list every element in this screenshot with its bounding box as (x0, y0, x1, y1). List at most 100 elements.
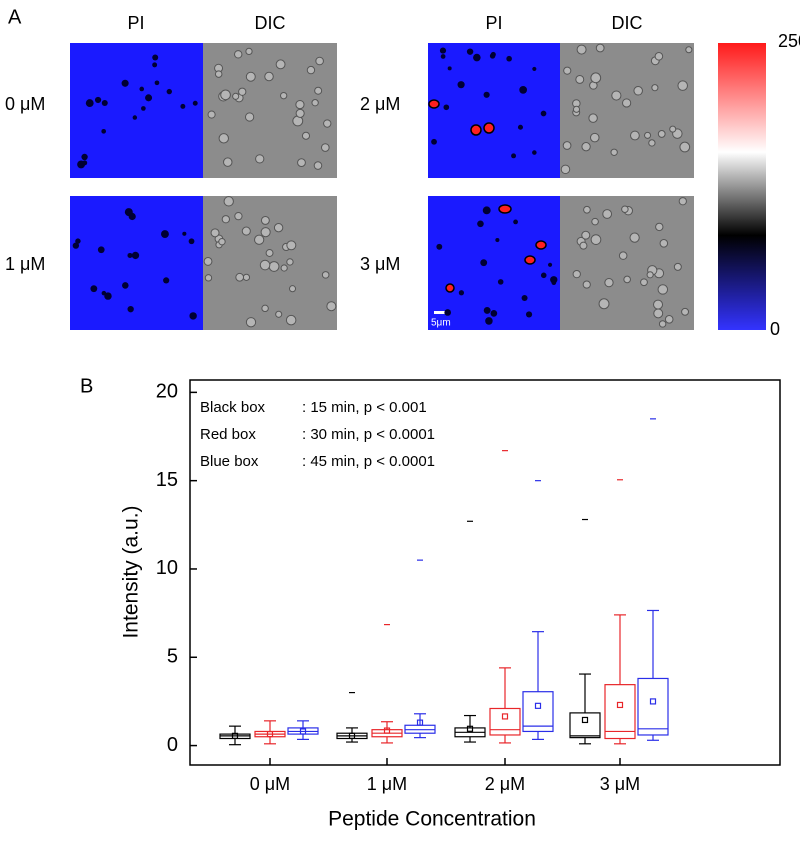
row-label: 0 μM (5, 94, 45, 114)
cell (436, 243, 443, 250)
cell (633, 86, 643, 96)
cell (618, 251, 628, 260)
mean (266, 730, 274, 738)
column-header: DIC (612, 13, 643, 33)
mean (348, 732, 356, 739)
cell (180, 103, 186, 109)
cell (673, 262, 682, 271)
cell (483, 306, 491, 314)
cell (321, 271, 330, 279)
cell (581, 230, 591, 240)
mean (581, 716, 589, 724)
legend-note: : 15 min, p < 0.001 (302, 399, 427, 416)
cell (313, 161, 323, 170)
cell (122, 282, 129, 289)
cell (444, 309, 451, 316)
x-tick-label: 1 μM (367, 774, 407, 794)
cell (234, 211, 243, 221)
cell (245, 47, 253, 56)
cell (285, 314, 297, 326)
cell (473, 53, 481, 62)
cell (204, 274, 213, 282)
x-tick-label: 0 μM (250, 774, 290, 794)
cell (547, 262, 553, 267)
cell (210, 228, 220, 238)
cell (242, 273, 251, 281)
cell (622, 98, 632, 108)
cell (589, 132, 600, 143)
cell (235, 272, 245, 282)
cell (260, 227, 271, 238)
cell (532, 150, 537, 155)
cell (121, 79, 129, 87)
cell (323, 119, 332, 128)
plot-frame (189, 379, 781, 766)
cell (590, 234, 602, 245)
cell (621, 205, 629, 213)
cell (275, 310, 283, 318)
cell (588, 113, 598, 123)
cell (579, 241, 588, 250)
cell (220, 89, 231, 101)
stained-cells (428, 99, 547, 293)
cell (182, 231, 187, 236)
cell (218, 237, 226, 246)
scale-bar (434, 311, 446, 314)
box (637, 677, 669, 736)
cell (604, 277, 614, 288)
cell (131, 251, 140, 260)
cell (132, 115, 138, 120)
cell (654, 51, 664, 61)
cell (72, 242, 80, 249)
cell (232, 92, 240, 100)
cell (192, 100, 198, 106)
y-tick-label: 0 (167, 734, 178, 756)
cell (241, 226, 251, 236)
cell (431, 138, 437, 145)
y-tick-label: 15 (156, 469, 178, 491)
colorbar (718, 43, 766, 330)
cell (651, 84, 659, 92)
cell (311, 99, 319, 107)
cell (315, 56, 324, 66)
cell (551, 280, 557, 286)
x-tick-label: 3 μM (600, 774, 640, 794)
cell (75, 238, 81, 244)
cell (166, 88, 172, 95)
cell (611, 90, 622, 101)
cell (664, 314, 674, 324)
cell (207, 110, 216, 119)
legend-note: : 30 min, p < 0.0001 (302, 426, 435, 443)
cell (288, 285, 297, 293)
cell (244, 112, 255, 122)
cell (238, 87, 247, 96)
panel-label: B (80, 375, 93, 397)
cell (657, 130, 666, 138)
cell (286, 240, 297, 251)
cell (679, 141, 691, 153)
cell (480, 259, 488, 267)
cell (513, 219, 518, 225)
pi-image (428, 43, 560, 178)
cell (163, 277, 170, 284)
column-header: DIC (255, 13, 286, 33)
cell (630, 130, 640, 141)
cell (268, 261, 280, 272)
cell (495, 238, 500, 243)
cell (653, 299, 664, 310)
cell (540, 272, 547, 279)
cell (101, 129, 106, 134)
micrographs: 5μm (70, 43, 694, 330)
cell (591, 217, 599, 226)
pi-image (428, 196, 560, 330)
pi-image (70, 43, 203, 178)
mean (501, 713, 509, 720)
mean (299, 728, 307, 735)
dic-image (560, 196, 694, 330)
mean (534, 702, 542, 709)
cell (218, 133, 229, 144)
cell (260, 215, 270, 225)
panel-label: A (8, 6, 22, 28)
column-header: PI (485, 13, 502, 33)
cell (497, 279, 504, 285)
